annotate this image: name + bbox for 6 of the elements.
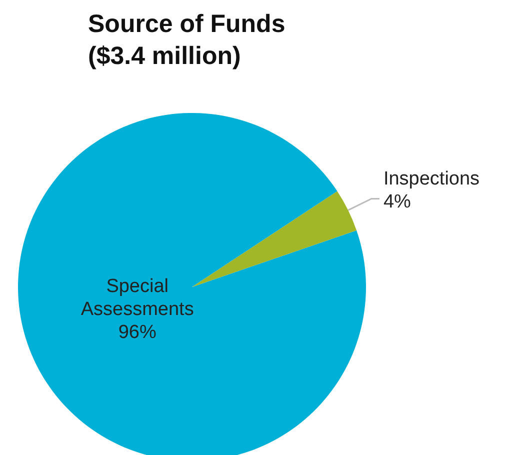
data-label: 96%: [118, 322, 156, 343]
data-label: 4%: [383, 192, 412, 213]
chart-title: Source of Funds: [88, 9, 286, 40]
slice-label: Special Assessments: [80, 276, 194, 320]
chart-subtitle: ($3.4 million): [88, 41, 242, 72]
slice-label: Inspections: [383, 168, 480, 190]
